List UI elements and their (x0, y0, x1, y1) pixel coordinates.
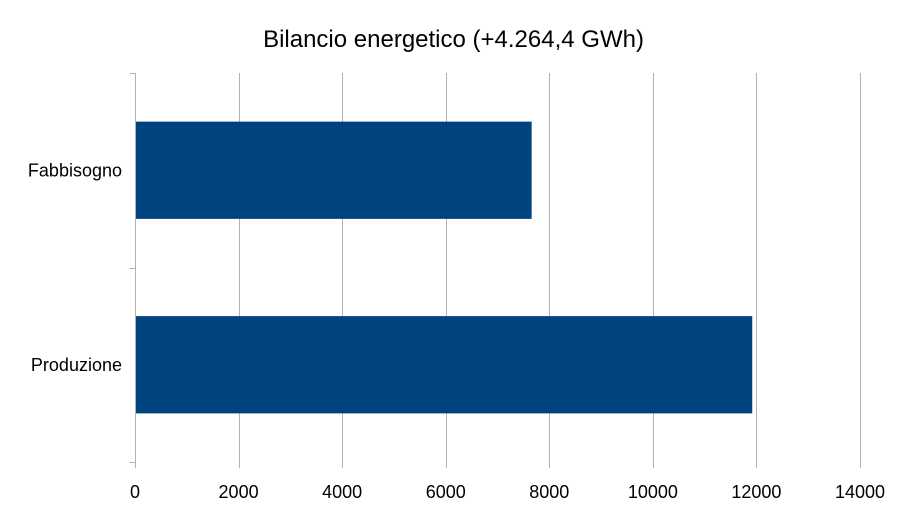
chart-title: Bilancio energetico (+4.264,4 GWh) (263, 26, 644, 53)
y-category-label: Produzione (31, 355, 122, 375)
x-tick-label: 6000 (426, 482, 466, 502)
bars (136, 121, 753, 414)
tick-labels: 0 2000 4000 6000 8000 10000 12000 14000 Fabbisog… (28, 160, 885, 502)
axes (129, 73, 136, 468)
x-tick-label: 12000 (731, 482, 781, 502)
x-tick-label: 8000 (529, 482, 569, 502)
y-category-label: Fabbisogno (28, 160, 122, 180)
x-tick-label: 0 (130, 482, 140, 502)
x-tick-label: 10000 (628, 482, 678, 502)
x-tick-label: 2000 (219, 482, 259, 502)
bar-produzione (136, 316, 753, 414)
x-tick-label: 14000 (835, 482, 885, 502)
x-tick-label: 4000 (322, 482, 362, 502)
bar-fabbisogno (136, 121, 532, 219)
